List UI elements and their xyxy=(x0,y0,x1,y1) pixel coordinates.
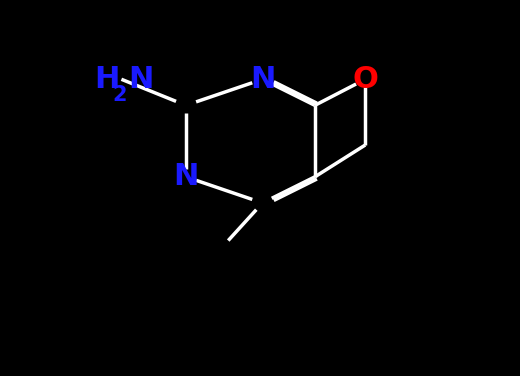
Text: N: N xyxy=(173,162,199,191)
Text: N: N xyxy=(250,65,275,94)
Text: 2: 2 xyxy=(112,85,127,105)
Text: N: N xyxy=(128,65,153,94)
Text: H: H xyxy=(94,65,120,94)
Text: O: O xyxy=(352,65,378,94)
